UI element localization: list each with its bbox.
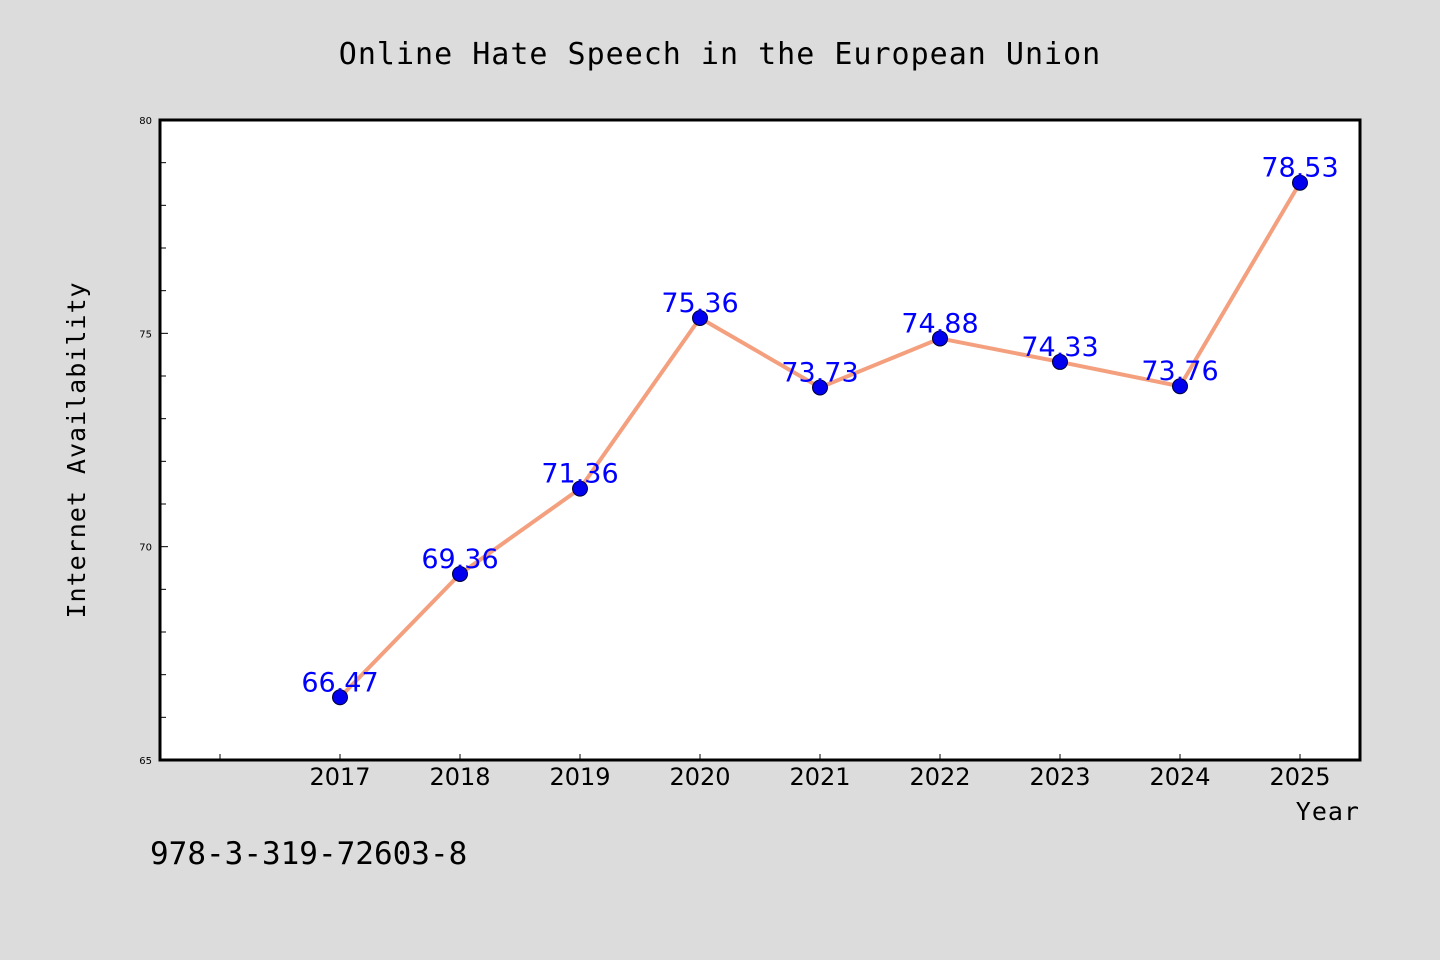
y-tick-label: 75 xyxy=(139,329,152,340)
data-labels: 66.47 69.36 71.36 75.36 73.73 74.88 74.33 73.76… xyxy=(301,153,1338,699)
x-tick-labels: 2017 2018 2019 2020 2021 2022 2023 2024 2025 xyxy=(309,763,1330,791)
chart-title: Online Hate Speech in the European Union xyxy=(339,37,1101,72)
isbn-annotation: 978-3-319-72603-8 xyxy=(150,836,467,872)
data-point xyxy=(932,330,948,347)
data-point xyxy=(692,309,708,326)
x-axis-label: Year xyxy=(1296,797,1360,826)
data-label: 74.33 xyxy=(1021,332,1098,363)
x-tick-label: 2024 xyxy=(1149,763,1210,791)
data-point xyxy=(332,689,348,706)
data-point xyxy=(452,565,468,582)
x-tick-label: 2017 xyxy=(309,763,370,791)
data-point xyxy=(572,480,588,497)
data-point xyxy=(1172,378,1188,395)
x-tick-label: 2021 xyxy=(789,763,850,791)
data-point xyxy=(1292,174,1308,191)
data-point xyxy=(1052,353,1068,370)
data-label: 73.76 xyxy=(1141,356,1218,387)
data-label: 78.53 xyxy=(1261,153,1338,184)
x-tick-label: 2019 xyxy=(549,763,610,791)
data-label: 71.36 xyxy=(541,459,618,490)
data-label: 74.88 xyxy=(901,308,978,339)
data-label: 75.36 xyxy=(661,288,738,319)
x-tick-label: 2025 xyxy=(1269,763,1330,791)
data-label: 73.73 xyxy=(781,358,858,389)
plot-frame xyxy=(158,118,1362,762)
data-label: 69.36 xyxy=(421,544,498,575)
series-layer xyxy=(332,174,1308,706)
y-tick-label: 65 xyxy=(139,756,152,767)
y-tick-labels: 65 70 75 80 xyxy=(139,116,152,767)
data-label: 66.47 xyxy=(301,667,378,698)
data-point xyxy=(812,379,828,396)
plot-area xyxy=(160,120,1360,760)
y-axis-label: Internet Availability xyxy=(62,281,91,618)
x-tick-label: 2022 xyxy=(909,763,970,791)
y-tick-label: 80 xyxy=(139,116,152,127)
x-tick-label: 2023 xyxy=(1029,763,1090,791)
y-tick-label: 70 xyxy=(139,543,152,554)
x-tick-label: 2018 xyxy=(429,763,490,791)
x-tick-label: 2020 xyxy=(669,763,730,791)
